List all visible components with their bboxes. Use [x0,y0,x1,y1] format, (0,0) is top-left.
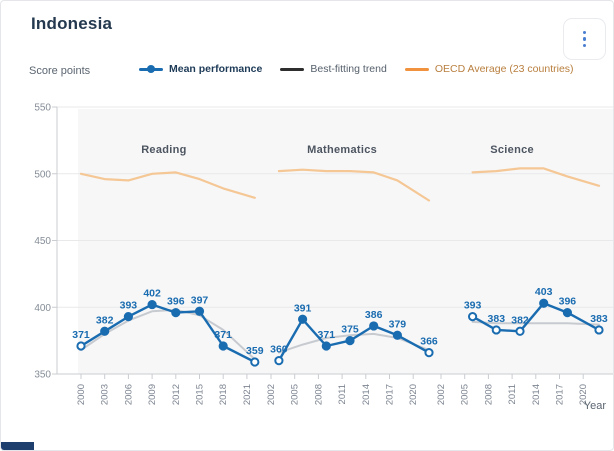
svg-text:396: 396 [167,296,185,308]
svg-text:2014: 2014 [361,384,372,405]
svg-text:450: 450 [34,236,51,247]
more-options-button[interactable] [563,18,606,60]
legend-label: Best-fitting trend [310,63,387,75]
svg-text:2017: 2017 [385,384,396,405]
svg-text:2002: 2002 [436,384,447,405]
svg-text:397: 397 [191,294,209,306]
svg-text:383: 383 [590,313,608,325]
oecd-average-line-swatch [404,67,429,71]
svg-text:2011: 2011 [337,384,348,404]
svg-text:Science: Science [490,144,534,156]
svg-text:2011: 2011 [507,384,518,404]
svg-text:Year: Year [584,400,607,412]
svg-text:Mathematics: Mathematics [307,144,377,156]
svg-text:2014: 2014 [531,384,542,405]
svg-text:396: 396 [559,296,577,308]
svg-text:2012: 2012 [171,384,182,405]
svg-text:393: 393 [464,300,482,312]
partial-bottom-element [1,442,34,450]
svg-text:2009: 2009 [147,384,158,405]
svg-text:2005: 2005 [290,384,301,405]
chart-legend: Mean performance Best-fitting trend OECD… [139,63,574,75]
svg-text:366: 366 [420,336,438,348]
svg-text:2015: 2015 [195,384,206,405]
svg-text:Reading: Reading [141,144,187,156]
svg-text:359: 359 [246,345,264,357]
svg-text:2005: 2005 [460,384,471,405]
svg-text:375: 375 [341,324,359,336]
svg-text:371: 371 [214,329,232,341]
svg-text:386: 386 [365,309,383,321]
svg-text:2017: 2017 [555,384,566,405]
y-axis-title: Score points [29,65,91,77]
legend-item-oecd-average[interactable]: OECD Average (23 countries) [404,63,574,75]
legend-item-mean-performance[interactable]: Mean performance [139,63,262,75]
legend-item-best-fitting-trend[interactable]: Best-fitting trend [280,63,387,75]
svg-text:2008: 2008 [313,384,324,405]
mean-performance-line-dot-swatch [139,65,163,73]
svg-text:500: 500 [34,169,51,180]
svg-text:550: 550 [34,103,51,114]
svg-text:2006: 2006 [123,384,134,405]
svg-text:350: 350 [34,370,51,381]
svg-text:2003: 2003 [100,384,111,405]
svg-text:2008: 2008 [483,384,494,405]
svg-text:2002: 2002 [266,384,277,405]
legend-label: Mean performance [169,63,263,75]
svg-text:382: 382 [96,314,114,326]
trend-line-swatch [280,67,305,71]
svg-text:382: 382 [511,314,529,326]
svg-text:383: 383 [488,313,506,325]
svg-text:400: 400 [34,303,51,314]
svg-text:393: 393 [120,300,138,312]
performance-line-chart: 350 400 450 500 550 Reading 2000 2003 2006 2009 20… [34,103,613,412]
svg-text:360: 360 [270,344,288,356]
page-title: Indonesia [31,14,113,33]
svg-text:2020: 2020 [408,384,419,405]
svg-text:371: 371 [318,329,336,341]
svg-text:402: 402 [143,288,161,300]
svg-text:391: 391 [294,302,312,314]
svg-text:2000: 2000 [76,384,87,405]
svg-text:2018: 2018 [218,384,229,405]
legend-label: OECD Average (23 countries) [434,63,574,75]
svg-text:371: 371 [72,329,90,341]
svg-text:379: 379 [389,318,407,330]
svg-text:2021: 2021 [242,384,253,405]
svg-text:403: 403 [535,286,553,298]
kebab-menu-icon [582,30,587,48]
svg-text:2020: 2020 [578,384,589,405]
